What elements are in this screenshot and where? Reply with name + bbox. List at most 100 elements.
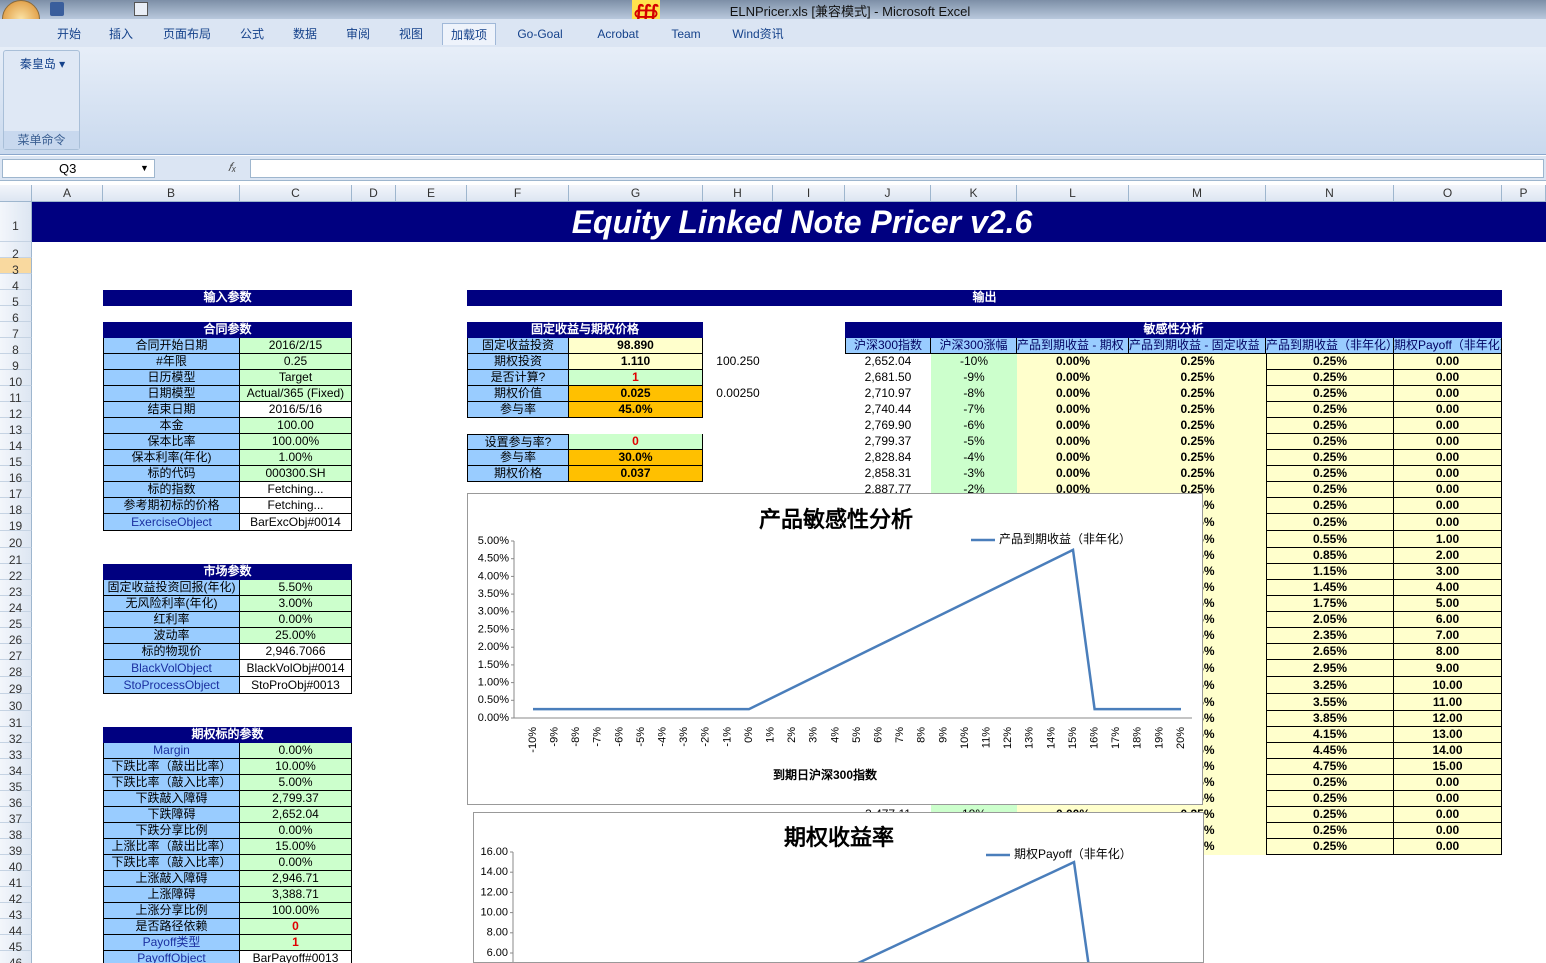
row-header[interactable]: 5 bbox=[0, 290, 32, 309]
name-box-dropdown[interactable]: ▼ bbox=[140, 163, 149, 173]
row-header[interactable]: 14 bbox=[0, 434, 32, 453]
column-header[interactable]: M bbox=[1129, 185, 1266, 202]
row-header[interactable]: 42 bbox=[0, 887, 32, 906]
column-header[interactable]: D bbox=[352, 185, 396, 202]
ribbon-tab[interactable]: 视图 bbox=[398, 27, 423, 41]
x-tick-label: -2% bbox=[700, 727, 712, 747]
row-header[interactable]: 35 bbox=[0, 775, 32, 794]
ribbon-tab[interactable]: Team bbox=[671, 27, 701, 41]
sensitivity-cell: 0.25% bbox=[1266, 823, 1394, 839]
row-header[interactable]: 41 bbox=[0, 871, 32, 890]
row-header[interactable]: 10 bbox=[0, 370, 32, 389]
row-header[interactable]: 34 bbox=[0, 759, 32, 778]
row-header[interactable]: 33 bbox=[0, 743, 32, 762]
column-header[interactable]: J bbox=[845, 185, 931, 202]
param-value: BarExcObj#0014 bbox=[240, 514, 352, 531]
ribbon-tab[interactable]: Acrobat bbox=[597, 27, 639, 41]
column-header[interactable]: L bbox=[1017, 185, 1129, 202]
row-header[interactable]: 1 bbox=[0, 202, 32, 242]
sensitivity-cell: 0.00 bbox=[1394, 839, 1502, 855]
column-header[interactable]: P bbox=[1502, 185, 1546, 202]
row-header[interactable]: 4 bbox=[0, 274, 32, 293]
column-header[interactable]: N bbox=[1266, 185, 1394, 202]
row-header[interactable]: 17 bbox=[0, 482, 32, 501]
sensitivity-cell: 0.00 bbox=[1394, 775, 1502, 791]
ribbon-tab[interactable]: 插入 bbox=[108, 27, 133, 41]
row-header[interactable]: 3 bbox=[0, 258, 32, 277]
row-header[interactable]: 19 bbox=[0, 514, 32, 533]
row-header[interactable]: 39 bbox=[0, 839, 32, 858]
row-header[interactable]: 21 bbox=[0, 548, 32, 567]
row-header[interactable]: 29 bbox=[0, 677, 32, 696]
row-header[interactable]: 46 bbox=[0, 951, 32, 963]
y-tick-label: 16.00 bbox=[480, 846, 508, 858]
quick-access-toolbar[interactable] bbox=[48, 2, 148, 16]
fx-button[interactable]: 𝑓ₓ bbox=[228, 160, 237, 174]
row-header[interactable]: 20 bbox=[0, 531, 32, 550]
row-header[interactable]: 7 bbox=[0, 322, 32, 341]
row-header[interactable]: 25 bbox=[0, 612, 32, 631]
formula-input[interactable] bbox=[250, 159, 1544, 178]
column-header[interactable]: A bbox=[32, 185, 103, 202]
row-header[interactable]: 45 bbox=[0, 935, 32, 954]
ribbon-tab[interactable]: 开始 bbox=[56, 27, 81, 41]
row-header[interactable]: 11 bbox=[0, 386, 32, 405]
row-header[interactable]: 28 bbox=[0, 660, 32, 679]
column-header[interactable]: B bbox=[103, 185, 240, 202]
row-header[interactable]: 15 bbox=[0, 450, 32, 469]
ribbon-tab[interactable]: 页面布局 bbox=[162, 27, 211, 41]
row-header[interactable]: 30 bbox=[0, 694, 32, 713]
row-header[interactable]: 31 bbox=[0, 711, 32, 730]
row-header[interactable]: 13 bbox=[0, 418, 32, 437]
row-header[interactable]: 18 bbox=[0, 498, 32, 517]
param-label: 标的代码 bbox=[103, 466, 240, 482]
window-title: ELNPricer.xls [兼容模式] - Microsoft Excel bbox=[729, 4, 971, 19]
sensitivity-cell: 2,828.84 bbox=[845, 450, 931, 466]
row-header[interactable]: 43 bbox=[0, 903, 32, 922]
column-header[interactable]: G bbox=[569, 185, 703, 202]
row-header[interactable]: 44 bbox=[0, 919, 32, 938]
sensitivity-cell: 0.00 bbox=[1394, 807, 1502, 823]
menu-button[interactable]: 秦皇岛 ▾ bbox=[19, 57, 66, 71]
row-header[interactable]: 38 bbox=[0, 823, 32, 842]
ribbon-tab[interactable]: 公式 bbox=[239, 27, 264, 41]
sensitivity-cell: 10.00 bbox=[1394, 677, 1502, 694]
column-header[interactable]: C bbox=[240, 185, 352, 202]
param-label: 下跌敲入障碍 bbox=[103, 791, 240, 807]
column-header[interactable]: F bbox=[467, 185, 569, 202]
row-header[interactable]: 2 bbox=[0, 242, 32, 261]
ribbon-tab[interactable]: Go-Goal bbox=[517, 27, 563, 41]
save-icon[interactable] bbox=[50, 2, 64, 16]
param-label: 合同开始日期 bbox=[103, 338, 240, 354]
chart-title: 期权收益率 bbox=[784, 825, 894, 850]
row-header[interactable]: 24 bbox=[0, 596, 32, 615]
ribbon-tab[interactable]: 数据 bbox=[292, 27, 317, 41]
ribbon-tab[interactable]: 审阅 bbox=[345, 27, 370, 41]
ribbon-tab[interactable]: Wind资讯 bbox=[732, 27, 784, 41]
param-label: 期权价值 bbox=[467, 386, 569, 402]
name-box[interactable]: Q3 bbox=[2, 159, 155, 178]
column-header[interactable]: E bbox=[396, 185, 467, 202]
row-header[interactable]: 40 bbox=[0, 855, 32, 874]
ribbon-tab[interactable]: 加载项 bbox=[442, 23, 496, 45]
toolbar-icon[interactable] bbox=[134, 2, 148, 16]
row-header[interactable]: 16 bbox=[0, 466, 32, 485]
row-header[interactable]: 27 bbox=[0, 644, 32, 663]
row-header[interactable]: 6 bbox=[0, 306, 32, 325]
sensitivity-cell: 0.25% bbox=[1266, 370, 1394, 386]
row-header[interactable]: 22 bbox=[0, 564, 32, 583]
row-header[interactable]: 37 bbox=[0, 807, 32, 826]
row-header[interactable]: 8 bbox=[0, 338, 32, 357]
sensitivity-cell: 4.15% bbox=[1266, 727, 1394, 743]
row-header[interactable]: 23 bbox=[0, 580, 32, 599]
row-header[interactable]: 32 bbox=[0, 727, 32, 746]
column-header[interactable]: K bbox=[931, 185, 1017, 202]
select-all[interactable] bbox=[0, 185, 32, 202]
column-header[interactable]: I bbox=[773, 185, 845, 202]
column-header[interactable]: O bbox=[1394, 185, 1502, 202]
row-header[interactable]: 9 bbox=[0, 354, 32, 373]
row-header[interactable]: 26 bbox=[0, 628, 32, 647]
row-header[interactable]: 36 bbox=[0, 791, 32, 810]
row-header[interactable]: 12 bbox=[0, 402, 32, 421]
column-header[interactable]: H bbox=[703, 185, 773, 202]
